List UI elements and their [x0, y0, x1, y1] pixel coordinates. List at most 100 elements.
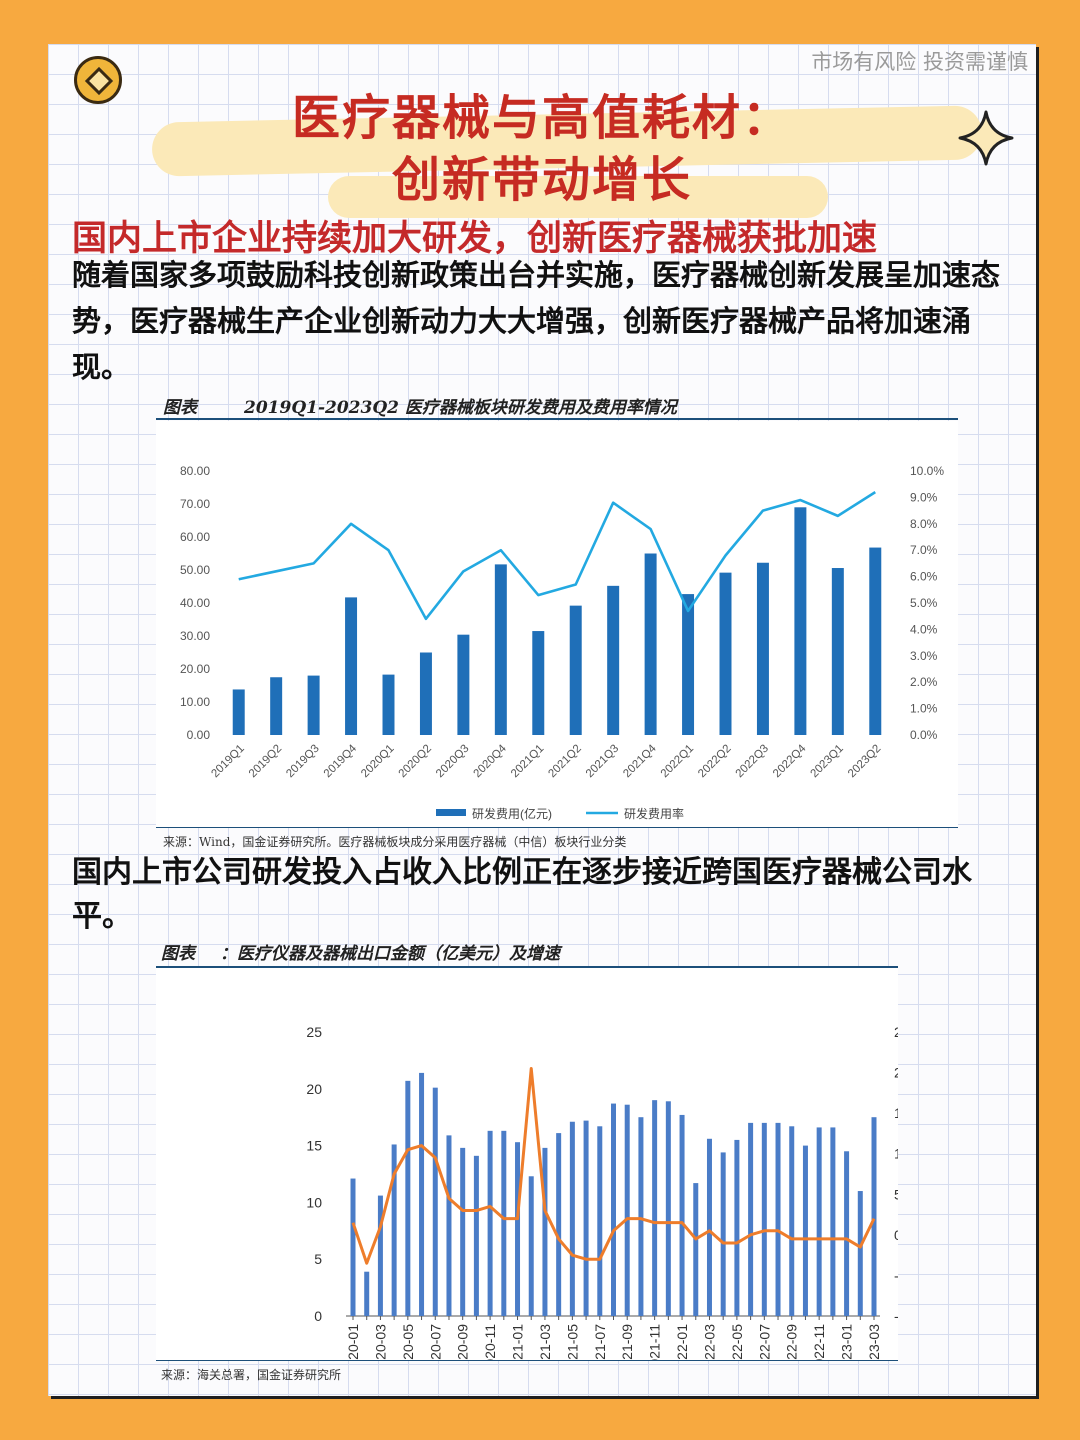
bar-2022-06 — [748, 1122, 754, 1316]
bar-2021-12 — [665, 1101, 671, 1316]
bar-2021-09 — [624, 1104, 630, 1316]
y-left-tick-label: 70.00 — [180, 497, 210, 511]
y-right-tick-label: 4.0% — [910, 622, 938, 636]
y-left-tick-label: 0 — [314, 1308, 322, 1324]
x-tick-label: 2023-03 — [866, 1324, 882, 1360]
y-left-tick-label: 20 — [306, 1081, 322, 1097]
x-tick-label: 2022Q1 — [659, 743, 696, 780]
x-tick-label: 2022Q3 — [734, 743, 771, 780]
bar-2021Q3 — [607, 585, 620, 735]
title-highlight-2 — [328, 176, 828, 218]
bar-2021Q1 — [532, 631, 545, 735]
bar-2021-01 — [515, 1142, 521, 1316]
bar-2023Q1 — [831, 568, 844, 735]
bar-2021-02 — [528, 1176, 534, 1316]
bar-2021-10 — [638, 1117, 644, 1316]
x-tick-label: 2020Q3 — [434, 743, 471, 780]
x-tick-label: 2021-05 — [564, 1324, 580, 1360]
x-tick-label: 2021Q4 — [621, 742, 659, 780]
bar-2020-09 — [460, 1147, 466, 1316]
bar-2022-10 — [802, 1145, 808, 1316]
y-left-tick-label: 25 — [306, 1024, 322, 1040]
bar-2020-02 — [364, 1271, 370, 1316]
y-right-tick-label: 3.0% — [910, 649, 938, 663]
x-tick-label: 2020-05 — [400, 1324, 416, 1360]
y-left-tick-label: 0.00 — [187, 728, 211, 742]
x-tick-label: 2023-01 — [839, 1324, 855, 1360]
y-right-tick-label: 9.0% — [910, 490, 938, 504]
bar-2019Q1 — [232, 689, 245, 735]
x-tick-label: 2023Q1 — [809, 743, 846, 780]
x-tick-label: 2021Q1 — [509, 743, 546, 780]
sparkle-icon — [958, 110, 1014, 166]
bar-2021Q4 — [644, 553, 657, 735]
figure2-top-rule — [156, 966, 898, 968]
bar-2020-04 — [391, 1144, 397, 1316]
bar-2021-03 — [542, 1147, 548, 1316]
y-right-tick-label: 150% — [894, 1105, 898, 1121]
bar-2021-05 — [569, 1121, 575, 1316]
y-right-tick-label: 0% — [894, 1227, 898, 1243]
legend-label-line: 研发费用率 — [624, 806, 684, 821]
y-left-tick-label: 5 — [314, 1251, 322, 1267]
y-left-tick-label: 50.00 — [180, 563, 210, 577]
x-tick-label: 2022-03 — [701, 1324, 717, 1360]
y-right-tick-label: 5.0% — [910, 596, 938, 610]
bar-2022-12 — [830, 1127, 836, 1316]
bar-2022Q4 — [794, 507, 807, 735]
y-right-tick-label: 1.0% — [910, 702, 938, 716]
figure1-label: 图表 — [163, 398, 197, 418]
x-tick-label: 2020-01 — [345, 1324, 361, 1360]
page-title-line1: 医疗器械与高值耗材： — [291, 90, 792, 146]
bar-2022-09 — [789, 1126, 795, 1316]
x-tick-label: 2022-11 — [811, 1324, 827, 1360]
rate-line — [238, 491, 876, 621]
y-right-tick-label: 8.0% — [910, 517, 938, 531]
bar-2023-03 — [871, 1117, 877, 1316]
bar-2022-07 — [761, 1122, 767, 1316]
y-right-tick-label: 7.0% — [910, 543, 938, 557]
section2-body: 国内上市公司研发投入占收入比例正在逐步接近跨国医疗器械公司水平。 — [72, 855, 972, 934]
figure1-panel: 0.00 10.00 20.00 30.00 40.00 50.00 60.00 70.00 8… — [156, 421, 958, 827]
bar-2020Q4 — [494, 564, 507, 735]
figure1-title: 2019Q1-2023Q2 医疗器械板块研发费用及费用率情况 — [244, 398, 677, 418]
bar-2021-04 — [556, 1133, 562, 1316]
y-left-tick-label: 30.00 — [180, 629, 210, 643]
x-tick-label: 2022-01 — [674, 1324, 690, 1360]
bar-2020-12 — [501, 1130, 507, 1316]
page-title-line2: 创新带动增长 — [391, 152, 692, 208]
x-tick-label: 2022Q2 — [696, 743, 733, 780]
x-tick-label: 2020Q1 — [359, 743, 396, 780]
x-tick-label: 2021-01 — [510, 1324, 526, 1360]
x-tick-label: 2021Q2 — [546, 743, 583, 780]
bar-2022-08 — [775, 1122, 781, 1316]
y-right-tick-label: 0.0% — [910, 728, 938, 742]
bar-2022Q1 — [682, 594, 695, 735]
x-tick-label: 2021Q3 — [584, 743, 621, 780]
bar-2020Q2 — [419, 652, 432, 735]
y-right-tick-label: 200% — [894, 1065, 898, 1081]
y-left-tick-label: 20.00 — [180, 662, 210, 676]
section1-subheading: 国内上市企业持续加大研发，创新医疗器械获批加速 — [72, 219, 878, 259]
bar-2021Q2 — [569, 605, 582, 735]
x-tick-label: 2020-03 — [372, 1324, 388, 1360]
bar-2022Q2 — [719, 572, 732, 735]
chart1-svg: 0.00 10.00 20.00 30.00 40.00 50.00 60.00 70.00 8… — [180, 464, 944, 821]
x-tick-label: 2021-11 — [647, 1324, 663, 1360]
y-left-tick-label: 10.00 — [180, 695, 210, 709]
x-tick-label: 2019Q3 — [284, 743, 321, 780]
legend-swatch-bars — [436, 809, 466, 816]
x-tick-label: 2022-09 — [784, 1324, 800, 1360]
bar-2020-11 — [487, 1130, 493, 1316]
bar-2022-01 — [679, 1114, 685, 1316]
x-tick-label: 2019Q2 — [247, 743, 284, 780]
bar-2020-07 — [432, 1087, 438, 1316]
y-left-tick-label: 60.00 — [180, 530, 210, 544]
x-tick-label: 2020-09 — [455, 1324, 471, 1360]
bar-2020-01 — [350, 1178, 356, 1316]
y-right-tick-label: 6.0% — [910, 570, 938, 584]
x-tick-label: 2020Q2 — [397, 743, 434, 780]
x-tick-label: 2022-05 — [729, 1324, 745, 1360]
y-left-tick-label: 15 — [306, 1138, 322, 1154]
x-tick-label: 2020-11 — [482, 1324, 498, 1360]
